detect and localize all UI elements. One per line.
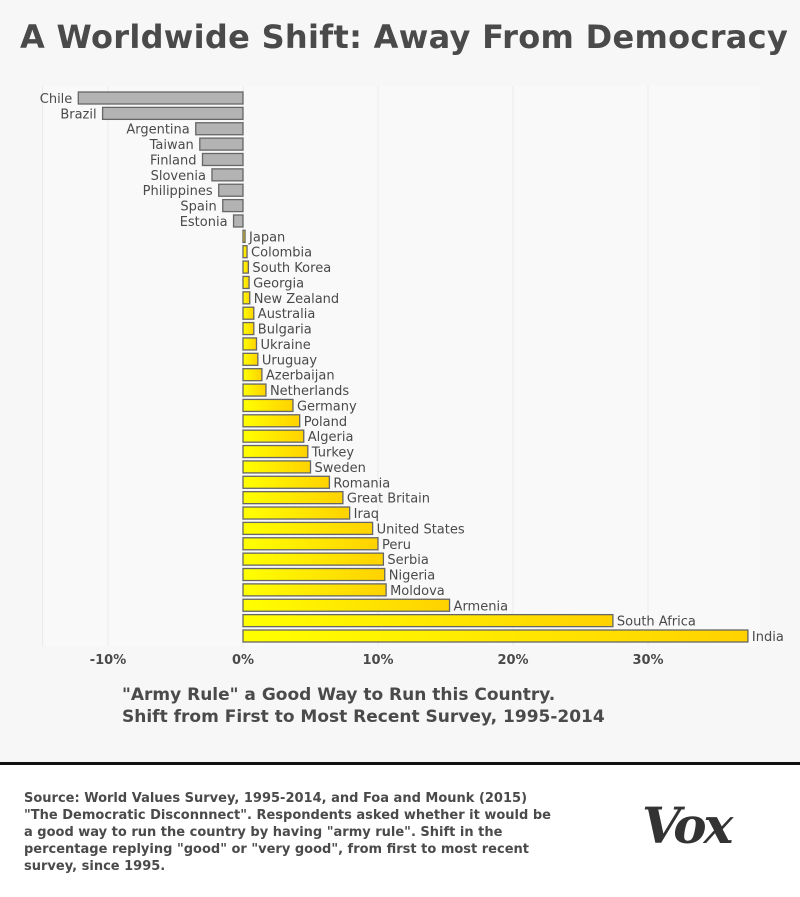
bar bbox=[242, 598, 451, 612]
bar-label: Algeria bbox=[308, 430, 354, 445]
bar-label: Azerbaijan bbox=[266, 369, 335, 384]
bar-label: Moldova bbox=[390, 584, 445, 599]
bar bbox=[242, 275, 250, 290]
bar bbox=[242, 460, 312, 474]
bar bbox=[77, 91, 244, 105]
bar bbox=[242, 291, 251, 305]
bar-label: Iraq bbox=[354, 507, 379, 522]
bar-label: Japan bbox=[248, 230, 285, 245]
chart-subtitle: "Army Rule" a Good Way to Run this Count… bbox=[122, 684, 605, 728]
bar-label: Serbia bbox=[387, 553, 428, 568]
bar bbox=[242, 414, 301, 428]
bar-label: Taiwan bbox=[149, 138, 194, 153]
bar bbox=[242, 567, 386, 582]
bar bbox=[201, 152, 244, 167]
bar bbox=[242, 506, 351, 520]
bar-label: Romania bbox=[333, 476, 390, 491]
bar bbox=[242, 229, 246, 243]
bar-label: Poland bbox=[304, 415, 347, 430]
bar bbox=[242, 260, 250, 274]
bar bbox=[199, 137, 244, 151]
bar bbox=[242, 398, 294, 413]
bar-label: Australia bbox=[258, 307, 316, 322]
bar bbox=[242, 521, 374, 536]
divider bbox=[0, 762, 800, 765]
bar-label: Nigeria bbox=[389, 569, 436, 584]
bar-label: Estonia bbox=[180, 215, 228, 230]
source-note: Source: World Values Survey, 1995-2014, … bbox=[24, 791, 551, 874]
bar bbox=[242, 552, 385, 566]
bar bbox=[242, 245, 248, 259]
bar-label: Philippines bbox=[143, 184, 213, 199]
x-tick-label: -10% bbox=[90, 653, 127, 668]
subtitle-line-1: "Army Rule" a Good Way to Run this Count… bbox=[122, 685, 556, 705]
bar bbox=[211, 168, 244, 182]
bar-label: Slovenia bbox=[151, 169, 206, 184]
plot-area bbox=[45, 86, 760, 646]
bar-label: Netherlands bbox=[270, 384, 349, 399]
bar bbox=[218, 183, 244, 197]
bar bbox=[242, 383, 267, 397]
bar-label: Colombia bbox=[251, 246, 312, 261]
x-tick-label: 30% bbox=[632, 653, 663, 668]
bar-label: Uruguay bbox=[262, 353, 318, 368]
bar-label: Chile bbox=[40, 92, 73, 107]
bar-label: Great Britain bbox=[347, 492, 430, 507]
bar bbox=[242, 583, 387, 597]
bar bbox=[242, 368, 263, 382]
bar bbox=[222, 198, 244, 213]
bar bbox=[242, 613, 614, 628]
bar-label: Finland bbox=[150, 153, 196, 168]
bar-label: Sweden bbox=[315, 461, 366, 476]
bar-label: South Korea bbox=[252, 261, 331, 276]
bar bbox=[242, 321, 255, 336]
vox-logo: Vox bbox=[642, 796, 733, 855]
bar bbox=[232, 214, 244, 228]
bar bbox=[242, 475, 331, 489]
bar-label: Germany bbox=[297, 399, 357, 414]
bar-label: New Zealand bbox=[254, 292, 339, 307]
bar-label: Armenia bbox=[454, 599, 509, 614]
bar-label: Argentina bbox=[126, 123, 189, 138]
x-tick-label: 20% bbox=[497, 653, 528, 668]
bar-label: India bbox=[752, 630, 784, 645]
bar bbox=[242, 444, 309, 459]
bar-label: Spain bbox=[180, 200, 216, 215]
x-tick-label: 10% bbox=[362, 653, 393, 668]
bar bbox=[242, 629, 749, 643]
page-title: A Worldwide Shift: Away From Democracy bbox=[20, 18, 789, 56]
bar bbox=[242, 306, 255, 320]
bar-label: Peru bbox=[382, 538, 411, 553]
bar bbox=[101, 106, 244, 121]
bar-label: South Africa bbox=[617, 615, 696, 630]
bar bbox=[195, 122, 244, 136]
bar-label: Brazil bbox=[60, 107, 96, 122]
x-tick-label: 0% bbox=[232, 653, 254, 668]
bar bbox=[242, 429, 305, 443]
bar bbox=[242, 337, 258, 351]
bar-label: United States bbox=[377, 522, 465, 537]
bar-label: Georgia bbox=[253, 276, 304, 291]
bar-label: Ukraine bbox=[261, 338, 311, 353]
bar bbox=[242, 537, 379, 551]
bar-label: Turkey bbox=[311, 446, 355, 461]
bar bbox=[242, 352, 259, 366]
bar-label: Bulgaria bbox=[258, 323, 312, 338]
subtitle-line-2: Shift from First to Most Recent Survey, … bbox=[122, 707, 605, 727]
bar bbox=[242, 491, 344, 505]
